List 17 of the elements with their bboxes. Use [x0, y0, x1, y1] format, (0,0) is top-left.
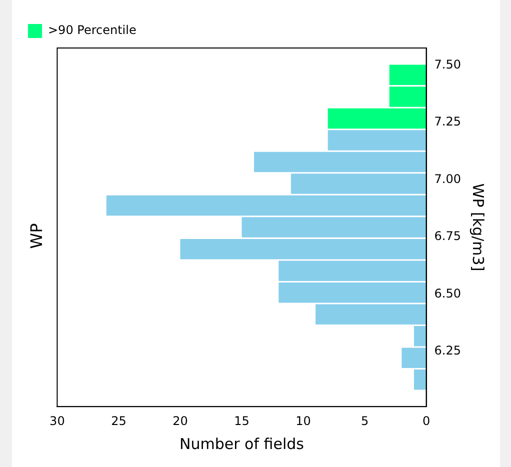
- y-axis-title: WP [kg/m3]: [469, 183, 488, 272]
- y-tick-label: 7.00: [434, 172, 461, 186]
- y-tick-label: 7.50: [434, 57, 461, 72]
- x-tick-label: 0: [422, 414, 430, 428]
- x-tick-label: 5: [360, 414, 369, 428]
- y-tick-label: 6.25: [434, 344, 461, 358]
- y-tick-label: 7.25: [434, 114, 461, 129]
- x-tick-label: 20: [172, 414, 188, 428]
- legend-label: >90 Percentile: [48, 23, 136, 38]
- y-tick-label: 6.75: [434, 229, 461, 244]
- x-tick-label: 10: [296, 414, 311, 428]
- x-tick-label: 30: [50, 414, 65, 428]
- y-tick-label: 6.50: [434, 286, 461, 300]
- x-tick-label: 15: [234, 414, 250, 428]
- x-axis-title: Number of fields: [180, 434, 304, 453]
- x-tick-label: 25: [111, 414, 126, 428]
- text: WP: [26, 222, 46, 249]
